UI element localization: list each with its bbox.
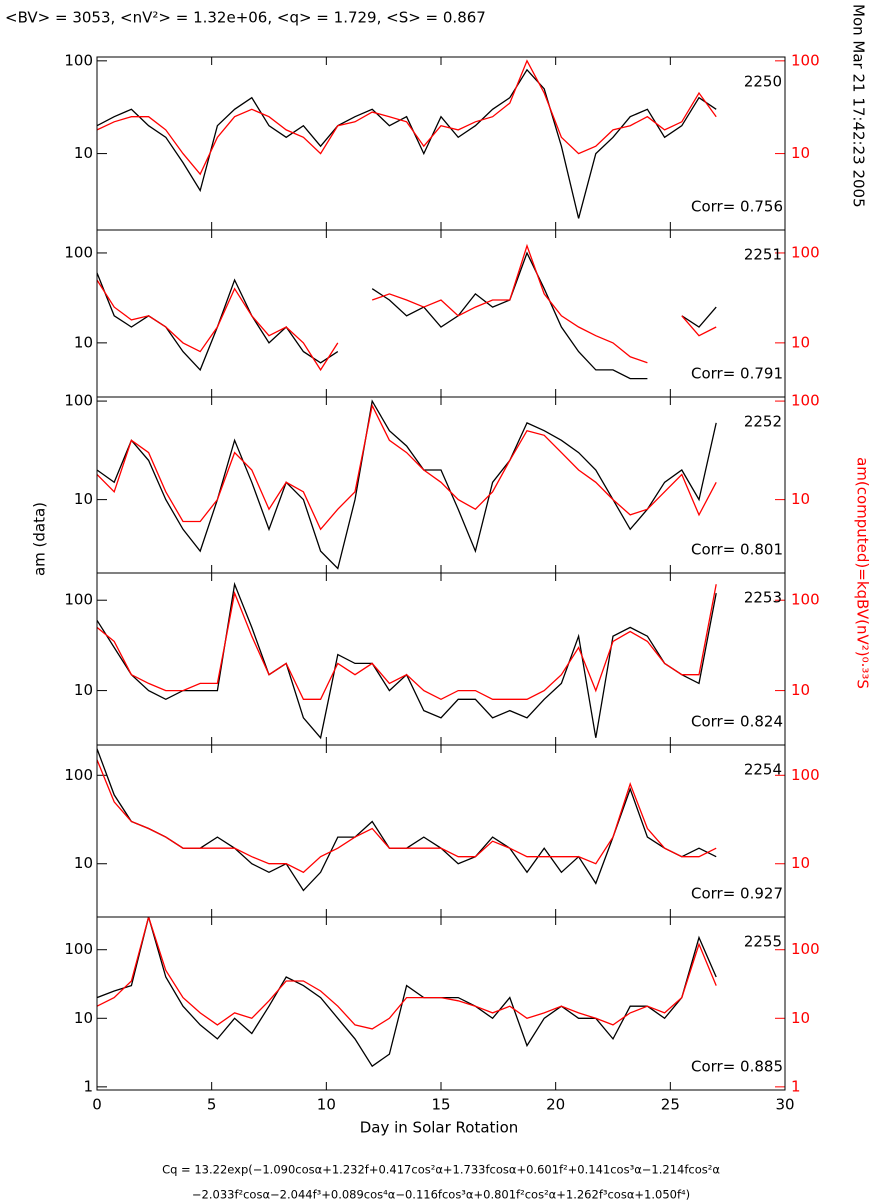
y-tick-label: 100 xyxy=(64,392,93,410)
y2-tick-label: 1 xyxy=(791,1077,801,1095)
series-line xyxy=(97,403,717,531)
formula-line: Cq = 13.22exp(−1.090cosα+1.232f+0.417cos… xyxy=(162,1163,720,1177)
timestamp: Mon Mar 21 17:42:23 2005 xyxy=(850,4,868,208)
y-axis-label: am (data) xyxy=(31,502,49,576)
title: <BV> = 3053, <nV²> = 1.32e+06, <q> = 1.7… xyxy=(5,9,486,27)
y2-tick-label: 10 xyxy=(791,854,810,872)
y-tick-label: 1 xyxy=(83,1077,93,1095)
x-tick-label: 25 xyxy=(661,1096,680,1114)
series-line xyxy=(97,243,717,372)
y-tick-label: 100 xyxy=(64,51,93,69)
x-tick-label: 15 xyxy=(431,1096,450,1114)
corr-label: Corr= 0.824 xyxy=(691,713,783,731)
y-tick-label: 10 xyxy=(74,490,93,508)
y2-tick-label: 10 xyxy=(791,681,810,699)
plot-frame xyxy=(96,56,786,231)
plot-frame xyxy=(96,916,786,1091)
x-tick-label: 0 xyxy=(92,1096,102,1114)
corr-label: Corr= 0.927 xyxy=(691,885,783,903)
y2-tick-label: 10 xyxy=(791,490,810,508)
corr-label: Corr= 0.791 xyxy=(691,365,783,383)
y2-tick-label: 10 xyxy=(791,333,810,351)
y2-axis-label: am(computed)=kqBV(nV²)⁰·³³S xyxy=(854,457,872,689)
corr-label: Corr= 0.885 xyxy=(691,1058,783,1076)
y-tick-label: 100 xyxy=(64,940,93,958)
y-tick-label: 10 xyxy=(74,681,93,699)
rotation-label: 2250 xyxy=(744,73,782,91)
rotation-label: 2255 xyxy=(744,933,782,951)
y-tick-label: 10 xyxy=(74,1009,93,1027)
y-tick-label: 100 xyxy=(64,766,93,784)
rotation-label: 2253 xyxy=(744,589,782,607)
series-line xyxy=(97,917,717,1030)
y2-tick-label: 100 xyxy=(791,51,820,69)
y2-tick-label: 100 xyxy=(791,591,820,609)
x-tick-label: 20 xyxy=(546,1096,565,1114)
series-line xyxy=(97,748,717,892)
rotation-label: 2254 xyxy=(744,761,782,779)
corr-label: Corr= 0.801 xyxy=(691,541,783,559)
series-line xyxy=(97,581,717,740)
series-line xyxy=(97,399,717,570)
y-tick-label: 100 xyxy=(64,591,93,609)
y-tick-label: 10 xyxy=(74,854,93,872)
rotation-label: 2251 xyxy=(744,246,782,264)
plot-frame xyxy=(96,744,786,918)
y2-tick-label: 100 xyxy=(791,243,820,261)
plot-frame xyxy=(96,396,786,574)
y-tick-label: 100 xyxy=(64,243,93,261)
y2-tick-label: 10 xyxy=(791,1009,810,1027)
series-line xyxy=(97,59,717,176)
series-line xyxy=(97,584,717,701)
x-tick-label: 10 xyxy=(317,1096,336,1114)
series-line xyxy=(97,759,717,874)
series-line xyxy=(97,68,717,219)
series-line xyxy=(97,251,717,380)
plot-frame xyxy=(96,229,786,398)
x-tick-label: 30 xyxy=(775,1096,794,1114)
corr-label: Corr= 0.756 xyxy=(691,198,783,216)
y-tick-label: 10 xyxy=(74,333,93,351)
y2-tick-label: 100 xyxy=(791,940,820,958)
x-tick-label: 5 xyxy=(207,1096,217,1114)
y2-tick-label: 100 xyxy=(791,766,820,784)
y2-tick-label: 10 xyxy=(791,144,810,162)
rotation-label: 2252 xyxy=(744,413,782,431)
formula-line: −2.033f²cosα−2.044f³+0.089cos⁴α−0.116fco… xyxy=(192,1188,690,1202)
x-axis-label: Day in Solar Rotation xyxy=(360,1119,519,1137)
y-tick-label: 10 xyxy=(74,144,93,162)
series-line xyxy=(97,917,717,1068)
y2-tick-label: 100 xyxy=(791,392,820,410)
plot-frame xyxy=(96,572,786,746)
